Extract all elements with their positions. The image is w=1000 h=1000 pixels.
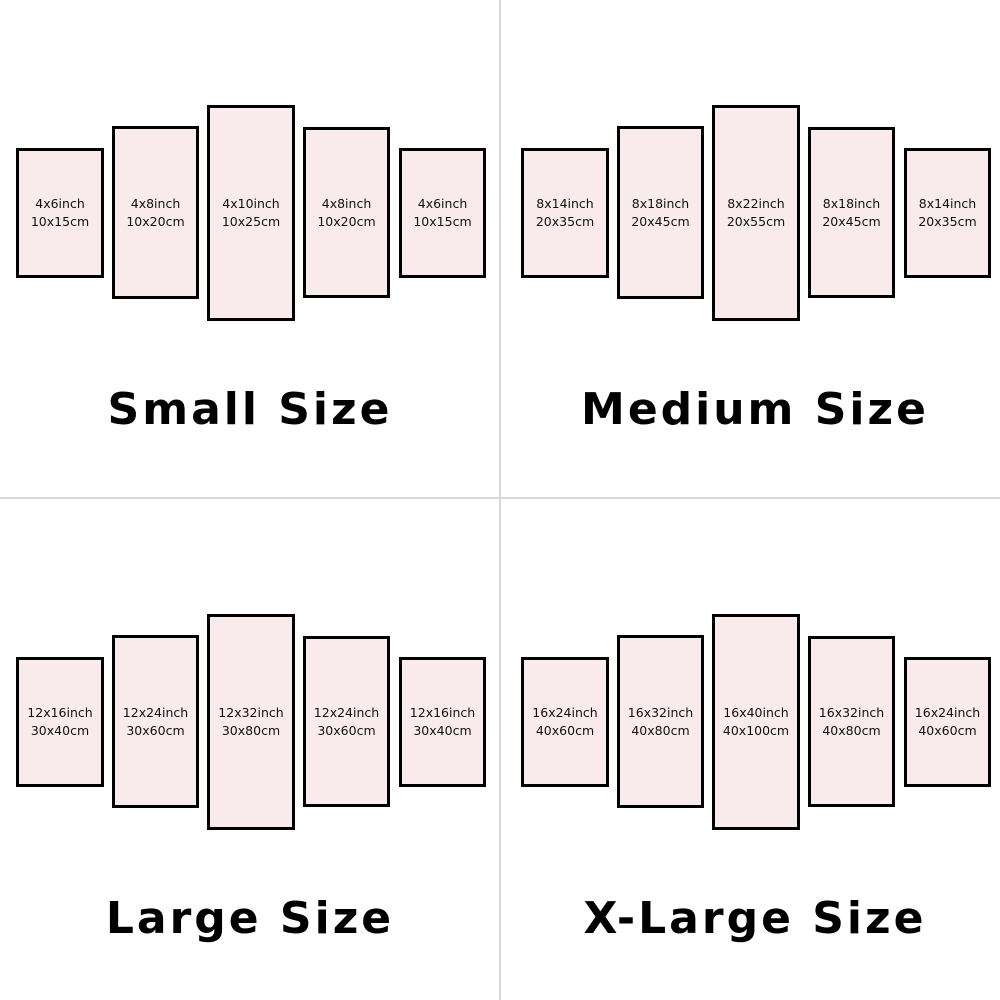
panel-size-cm: 20x45cm: [822, 213, 881, 229]
canvas-panel: 8x14inch 20x35cm: [904, 148, 991, 278]
panel-size-inch: 16x40inch: [723, 705, 789, 720]
panel-size-cm: 30x80cm: [221, 723, 281, 738]
size-group: 16x24inch 40x60cm 16x32inch 40x80cm 16x40inc…: [505, 509, 1000, 1000]
size-group: 12x16inch 30x40cm 12x24inch 30x60cm 12x32inc…: [0, 509, 500, 1000]
panel-size-inch: 4x6inch: [417, 196, 468, 211]
canvas-panel: 12x16inch 30x40cm: [16, 657, 104, 787]
canvas-panel: 8x18inch 20x45cm: [617, 126, 704, 299]
panel-size-cm: 10x20cm: [317, 213, 376, 229]
panel-size-cm: 20x45cm: [631, 213, 690, 229]
panel-size-inch: 8x14inch: [536, 196, 594, 211]
panel-size-inch: 12x16inch: [409, 705, 476, 720]
canvas-panel: 4x8inch 10x20cm: [303, 127, 390, 298]
size-title: X-Large Size: [583, 893, 927, 944]
size-title: Large Size: [105, 893, 395, 944]
panel-size-inch: 12x24inch: [313, 704, 380, 720]
panel-size-inch: 12x32inch: [218, 705, 284, 720]
panel-size-inch: 16x32inch: [818, 704, 885, 720]
panel-size-inch: 8x14inch: [918, 196, 977, 211]
panel-size-cm: 30x40cm: [413, 723, 472, 738]
canvas-panel: 4x8inch 10x20cm: [112, 126, 199, 299]
panel-size-cm: 30x40cm: [30, 723, 90, 738]
horizontal-divider: [0, 497, 1000, 499]
canvas-panel: 4x10inch 10x25cm: [207, 105, 295, 321]
canvas-panel: 16x32inch 40x80cm: [617, 635, 704, 808]
panel-size-cm: 10x15cm: [413, 214, 472, 229]
canvas-panel: 8x18inch 20x45cm: [808, 127, 895, 298]
panel-size-inch: 4x6inch: [35, 196, 85, 211]
panel-size-inch: 16x24inch: [914, 705, 981, 720]
panel-size-inch: 12x16inch: [27, 705, 93, 720]
size-title: Medium Size: [581, 384, 929, 435]
panel-size-cm: 40x60cm: [535, 723, 595, 738]
panel-size-cm: 30x60cm: [126, 722, 185, 738]
panel-size-inch: 4x10inch: [222, 196, 280, 211]
canvas-panel: 16x24inch 40x60cm: [904, 657, 991, 787]
panel-size-inch: 12x24inch: [122, 704, 189, 720]
canvas-panel: 4x6inch 10x15cm: [16, 148, 104, 278]
size-group: 8x14inch 20x35cm 8x18inch 20x45cm 8x22inch 20…: [505, 0, 1000, 500]
canvas-panel: 16x24inch 40x60cm: [521, 657, 609, 787]
panel-size-cm: 40x100cm: [722, 723, 790, 738]
panel-size-cm: 10x25cm: [221, 214, 281, 229]
panel-size-inch: 8x18inch: [631, 195, 690, 211]
size-title: Small Size: [107, 384, 393, 435]
panel-size-cm: 30x60cm: [317, 722, 376, 738]
panel-size-inch: 16x32inch: [627, 704, 694, 720]
panel-size-cm: 20x55cm: [726, 214, 786, 229]
canvas-panel: 8x22inch 20x55cm: [712, 105, 800, 321]
panel-size-inch: 4x8inch: [130, 195, 181, 211]
panel-size-cm: 10x20cm: [126, 213, 185, 229]
canvas-panel: 4x6inch 10x15cm: [399, 148, 486, 278]
panel-size-cm: 20x35cm: [535, 214, 595, 229]
canvas-panel: 16x32inch 40x80cm: [808, 636, 895, 807]
panel-size-inch: 8x18inch: [822, 195, 881, 211]
canvas-panel: 12x24inch 30x60cm: [303, 636, 390, 807]
size-group: 4x6inch 10x15cm 4x8inch 10x20cm 4x10inch 10x2…: [0, 0, 500, 500]
panel-size-cm: 40x80cm: [822, 722, 881, 738]
panel-size-cm: 40x80cm: [631, 722, 690, 738]
canvas-panel: 8x14inch 20x35cm: [521, 148, 609, 278]
panel-size-cm: 10x15cm: [30, 214, 90, 229]
panel-size-inch: 4x8inch: [321, 195, 372, 211]
canvas-panel: 12x32inch 30x80cm: [207, 614, 295, 830]
panel-size-inch: 16x24inch: [532, 705, 598, 720]
panel-size-cm: 20x35cm: [918, 214, 977, 229]
canvas-panel: 12x24inch 30x60cm: [112, 635, 199, 808]
canvas-panel: 12x16inch 30x40cm: [399, 657, 486, 787]
panel-size-cm: 40x60cm: [918, 723, 977, 738]
vertical-divider: [499, 0, 501, 1000]
canvas-panel: 16x40inch 40x100cm: [712, 614, 800, 830]
panel-size-inch: 8x22inch: [727, 196, 785, 211]
